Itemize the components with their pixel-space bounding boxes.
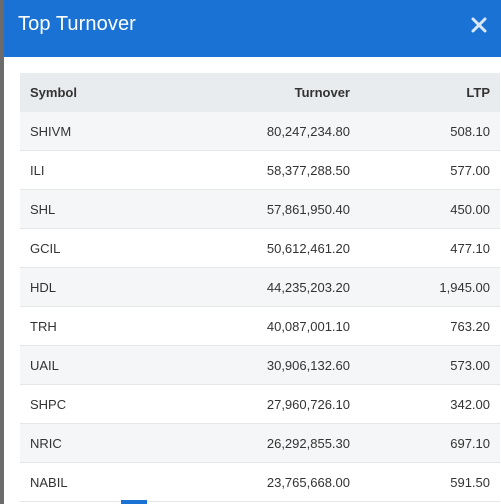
column-header-ltp[interactable]: LTP bbox=[466, 85, 490, 100]
cell-turnover: 58,377,288.50 bbox=[190, 150, 350, 190]
cell-symbol: SHIVM bbox=[20, 112, 190, 151]
cell-turnover: 57,861,950.40 bbox=[190, 189, 350, 229]
cell-ltp: 573.00 bbox=[350, 345, 500, 385]
table-row: SHPC 27,960,726.10 342.00 bbox=[20, 384, 500, 424]
table-header-row: Symbol Turnover LTP bbox=[20, 73, 500, 112]
table-row: UAIL 30,906,132.60 573.00 bbox=[20, 345, 500, 385]
cell-symbol: SHL bbox=[20, 189, 190, 229]
turnover-table: Symbol Turnover LTP SHIVM 80,247,234.80 … bbox=[20, 73, 500, 502]
cell-symbol: NRIC bbox=[20, 423, 190, 463]
modal-title: Top Turnover bbox=[18, 13, 136, 35]
table-row: ILI 58,377,288.50 577.00 bbox=[20, 150, 500, 190]
column-header-turnover[interactable]: Turnover bbox=[294, 85, 350, 100]
cell-symbol: ILI bbox=[20, 150, 190, 190]
cell-ltp: 591.50 bbox=[350, 462, 500, 502]
cell-ltp: 342.00 bbox=[350, 384, 500, 424]
cell-symbol: UAIL bbox=[20, 345, 190, 385]
table-row: NRIC 26,292,855.30 697.10 bbox=[20, 423, 500, 463]
cell-turnover: 80,247,234.80 bbox=[190, 112, 350, 151]
top-turnover-modal: Top Turnover Symbol Turnover LTP SHIVM 8… bbox=[4, 0, 501, 504]
turnover-table-container: Symbol Turnover LTP SHIVM 80,247,234.80 … bbox=[20, 73, 500, 502]
cell-symbol: HDL bbox=[20, 267, 190, 307]
close-button[interactable] bbox=[471, 17, 487, 33]
cell-turnover: 26,292,855.30 bbox=[190, 423, 350, 463]
table-row: NABIL 23,765,668.00 591.50 bbox=[20, 462, 500, 502]
table-row: SHL 57,861,950.40 450.00 bbox=[20, 189, 500, 229]
pagination-indicator[interactable] bbox=[121, 500, 147, 504]
cell-turnover: 23,765,668.00 bbox=[190, 462, 350, 502]
table-row: SHIVM 80,247,234.80 508.10 bbox=[20, 112, 500, 151]
cell-ltp: 763.20 bbox=[350, 306, 500, 346]
column-header-symbol[interactable]: Symbol bbox=[30, 85, 77, 100]
table-row: TRH 40,087,001.10 763.20 bbox=[20, 306, 500, 346]
cell-symbol: NABIL bbox=[20, 462, 190, 502]
cell-ltp: 450.00 bbox=[350, 189, 500, 229]
cell-ltp: 1,945.00 bbox=[350, 267, 500, 307]
cell-turnover: 27,960,726.10 bbox=[190, 384, 350, 424]
table-row: GCIL 50,612,461.20 477.10 bbox=[20, 228, 500, 268]
cell-turnover: 30,906,132.60 bbox=[190, 345, 350, 385]
cell-symbol: TRH bbox=[20, 306, 190, 346]
cell-ltp: 477.10 bbox=[350, 228, 500, 268]
modal-header: Top Turnover bbox=[4, 0, 501, 57]
cell-ltp: 697.10 bbox=[350, 423, 500, 463]
cell-turnover: 40,087,001.10 bbox=[190, 306, 350, 346]
cell-ltp: 577.00 bbox=[350, 150, 500, 190]
close-icon bbox=[471, 17, 487, 33]
cell-turnover: 50,612,461.20 bbox=[190, 228, 350, 268]
cell-turnover: 44,235,203.20 bbox=[190, 267, 350, 307]
cell-symbol: GCIL bbox=[20, 228, 190, 268]
cell-symbol: SHPC bbox=[20, 384, 190, 424]
table-row: HDL 44,235,203.20 1,945.00 bbox=[20, 267, 500, 307]
cell-ltp: 508.10 bbox=[350, 112, 500, 151]
